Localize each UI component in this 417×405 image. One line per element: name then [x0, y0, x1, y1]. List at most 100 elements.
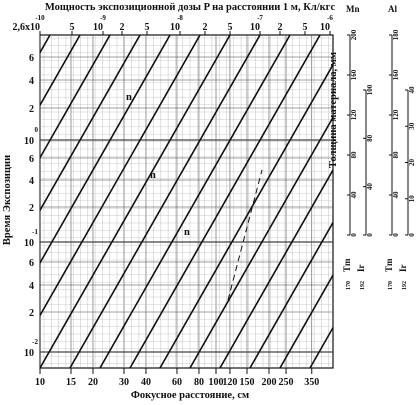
y-tick-label: 6 — [29, 53, 34, 64]
x-tick-label: 15 — [66, 377, 76, 388]
source-mass: 170 — [388, 281, 394, 290]
top-tick-label: 10 — [320, 22, 330, 33]
top-tick-label: 5 — [70, 22, 75, 33]
exposure-line — [99, 35, 291, 368]
plot-frame — [39, 34, 334, 369]
scale-label: 40 — [392, 191, 400, 199]
scale-label: 30 — [408, 122, 416, 130]
source-mass: 170 — [346, 281, 352, 290]
exposure-line — [219, 168, 333, 368]
scale-label: 20 — [408, 159, 416, 167]
top-tick-label: 5 — [303, 22, 308, 33]
scale-label: 120 — [392, 109, 400, 120]
scale-label: 40 — [366, 183, 374, 191]
exposure-line — [40, 35, 231, 368]
chart-title: Мощность экспозиционной дозы P на рассто… — [45, 2, 336, 13]
top-tick-label: 2,6x10 — [13, 22, 41, 33]
scale-label: 0 — [392, 233, 400, 237]
exposure-line — [189, 115, 333, 368]
scale-label: 180 — [392, 29, 400, 40]
y-tick-label: 10 — [24, 348, 34, 359]
scale-label: 40 — [350, 191, 358, 199]
source-symbol: Ir — [398, 264, 408, 272]
y-tick-label: 4 — [29, 76, 34, 87]
scale-label: 120 — [350, 109, 358, 120]
top-tick-label: 2 — [203, 22, 208, 33]
top-tick-label: 10 — [170, 22, 180, 33]
x-tick-label: 200 — [261, 377, 276, 388]
material-name: Al — [388, 4, 397, 14]
scale-label: 0 — [366, 233, 374, 237]
top-tick-exponent: -9 — [100, 14, 106, 22]
x-tick-label: 250 — [279, 377, 294, 388]
exposure-line — [340, 35, 417, 368]
exposure-line — [40, 35, 141, 212]
scale-label: 0 — [350, 233, 358, 237]
scale-label: 0 — [408, 233, 416, 237]
top-tick-label: 5 — [228, 22, 233, 33]
source-symbol: Tm — [384, 258, 394, 272]
y-tick-label: 6 — [29, 258, 34, 269]
x-tick-label: 120 — [222, 377, 237, 388]
y-tick-label: 4 — [29, 176, 34, 187]
x-tick-label: 150 — [239, 377, 254, 388]
x-tick-label: 80 — [194, 377, 204, 388]
x-tick-label: 20 — [88, 377, 98, 388]
curve-label: n — [150, 170, 156, 181]
x-axis-label: Фокусное расстояние, см — [131, 390, 249, 401]
top-tick-label: 2 — [278, 22, 283, 33]
source-mass: 192 — [402, 281, 408, 290]
exposure-line — [40, 35, 201, 318]
exposure-line — [129, 35, 321, 368]
y-tick-exponent: 0 — [35, 126, 39, 134]
y-tick-label: 10 — [24, 238, 34, 249]
exposure-line — [40, 35, 81, 107]
y-tick-label: 2 — [29, 104, 34, 115]
curve-label: n — [126, 92, 132, 103]
exposure-line — [309, 326, 333, 368]
x-tick-label: 60 — [172, 377, 182, 388]
top-tick-exponent: -8 — [177, 14, 183, 22]
y-tick-label: 6 — [29, 154, 34, 165]
guide-line — [227, 169, 263, 301]
top-tick-exponent: -6 — [327, 14, 333, 22]
scale-label: 160 — [392, 69, 400, 80]
top-tick-label: 10 — [93, 22, 103, 33]
x-tick-label: 100 — [209, 377, 224, 388]
scale-label: 10 — [408, 195, 416, 203]
y-tick-exponent: -1 — [32, 228, 38, 236]
source-mass: 192 — [360, 281, 366, 290]
top-tick-label: 10 — [250, 22, 260, 33]
exposure-line — [40, 35, 111, 160]
top-tick-exponent: -7 — [257, 14, 263, 22]
top-tick-exponent: -10 — [35, 14, 45, 22]
material-name: Mn — [346, 4, 360, 14]
y-tick-label: 10 — [24, 136, 34, 147]
source-symbol: Ir — [356, 264, 366, 272]
scale-label: 40 — [408, 86, 416, 94]
y-tick-exponent: -2 — [32, 338, 38, 346]
x-tick-label: 30 — [119, 377, 129, 388]
scale-label: 200 — [350, 29, 358, 40]
source-symbol: Tm — [342, 258, 352, 272]
top-tick-label: 2 — [120, 22, 125, 33]
exposure-line — [159, 63, 333, 368]
x-tick-label: 40 — [141, 377, 151, 388]
scale-label: 80 — [392, 151, 400, 159]
y-axis-label: Время Экспозиции — [2, 155, 13, 245]
y-tick-label: 4 — [29, 281, 34, 292]
y-tick-label: 2 — [29, 203, 34, 214]
exposure-line — [69, 35, 261, 368]
x-tick-label: 350 — [304, 377, 319, 388]
scale-label: 80 — [350, 151, 358, 159]
x-tick-label: 10 — [35, 377, 45, 388]
exposure-line — [249, 220, 333, 368]
y-tick-label: 2 — [29, 308, 34, 319]
exposure-line — [279, 273, 333, 368]
top-tick-label: 5 — [145, 22, 150, 33]
exposure-line — [40, 35, 171, 265]
scale-label: 100 — [366, 84, 374, 95]
scale-label: 80 — [366, 134, 374, 142]
scale-label: 160 — [350, 69, 358, 80]
